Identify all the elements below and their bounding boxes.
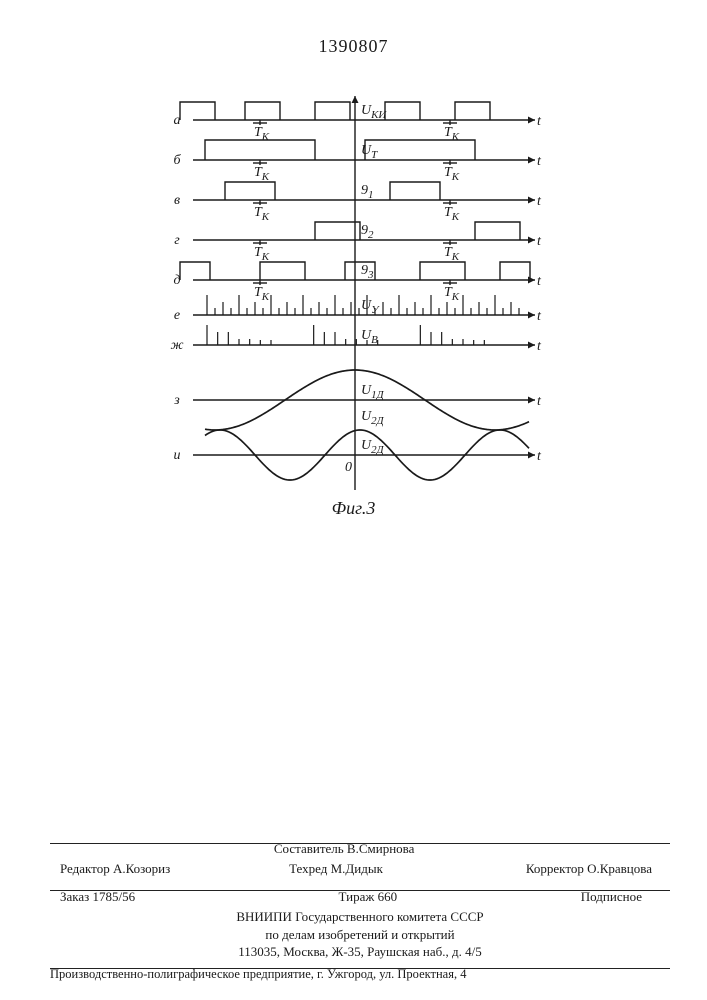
- svg-text:U2Д: U2Д: [361, 409, 385, 427]
- page-number: 1390807: [0, 36, 707, 57]
- svg-text:TK: TK: [254, 245, 270, 263]
- figure-svg: аtUКИTKTKбtUTTKTKвt91TKTKгt92TKTKдt93TKT…: [165, 90, 545, 490]
- svg-text:г: г: [174, 233, 180, 248]
- svg-text:t: t: [537, 309, 542, 324]
- figure-caption: Фиг.3: [0, 498, 707, 519]
- svg-text:t: t: [537, 194, 542, 209]
- svg-text:TK: TK: [444, 205, 460, 223]
- svg-text:t: t: [537, 114, 542, 129]
- tech-label: Техред: [289, 861, 327, 876]
- print-run: Тираж 660: [285, 888, 470, 906]
- publisher-block: ВНИИПИ Государственного комитета СССР по…: [50, 908, 670, 961]
- timing-diagram-figure: аtUКИTKTKбtUTTKTKвt91TKTKгt92TKTKдt93TKT…: [165, 90, 545, 500]
- svg-text:UB: UB: [361, 328, 378, 346]
- svg-text:UT: UT: [361, 143, 378, 161]
- svg-text:91: 91: [361, 183, 374, 201]
- compiler: Составитель В.Смирнова: [274, 841, 415, 856]
- svg-text:TK: TK: [254, 285, 270, 303]
- publisher-line: 113035, Москва, Ж-35, Раушская наб., д. …: [50, 943, 670, 961]
- svg-text:TK: TK: [254, 165, 270, 183]
- svg-text:ж: ж: [170, 338, 183, 353]
- svg-text:93: 93: [361, 263, 374, 281]
- svg-text:UУ: UУ: [361, 298, 380, 316]
- svg-text:t: t: [537, 154, 542, 169]
- svg-text:TK: TK: [444, 245, 460, 263]
- svg-text:е: е: [174, 308, 180, 323]
- publisher-line: по делам изобретений и открытий: [50, 926, 670, 944]
- signed: Подписное: [469, 888, 660, 906]
- order-block: Заказ 1785/56 Тираж 660 Подписное: [60, 888, 660, 906]
- credits-block: Составитель В.Смирнова Редактор А.Козори…: [60, 840, 660, 879]
- bottom-line: Производственно-полиграфическое предприя…: [50, 966, 670, 983]
- order-no: Заказ 1785/56: [60, 888, 285, 906]
- svg-text:t: t: [537, 449, 542, 464]
- svg-text:TK: TK: [254, 205, 270, 223]
- editor-name: А.Козориз: [113, 861, 170, 876]
- svg-text:UКИ: UКИ: [361, 103, 387, 121]
- publisher-line: ВНИИПИ Государственного комитета СССР: [50, 908, 670, 926]
- tech-name: М.Дидык: [331, 861, 383, 876]
- svg-text:и: и: [174, 448, 181, 463]
- svg-text:t: t: [537, 394, 542, 409]
- svg-text:U1Д: U1Д: [361, 383, 385, 401]
- svg-text:TK: TK: [444, 165, 460, 183]
- proof-label: Корректор: [526, 861, 584, 876]
- svg-text:з: з: [173, 393, 180, 408]
- svg-text:TK: TK: [444, 285, 460, 303]
- svg-text:t: t: [537, 274, 542, 289]
- svg-text:92: 92: [361, 223, 374, 241]
- svg-text:0: 0: [345, 460, 352, 475]
- svg-text:t: t: [537, 234, 542, 249]
- svg-text:в: в: [174, 193, 180, 208]
- svg-text:t: t: [537, 339, 542, 354]
- editor-label: Редактор: [60, 861, 110, 876]
- proof-name: О.Кравцова: [587, 861, 652, 876]
- svg-text:б: б: [173, 153, 181, 168]
